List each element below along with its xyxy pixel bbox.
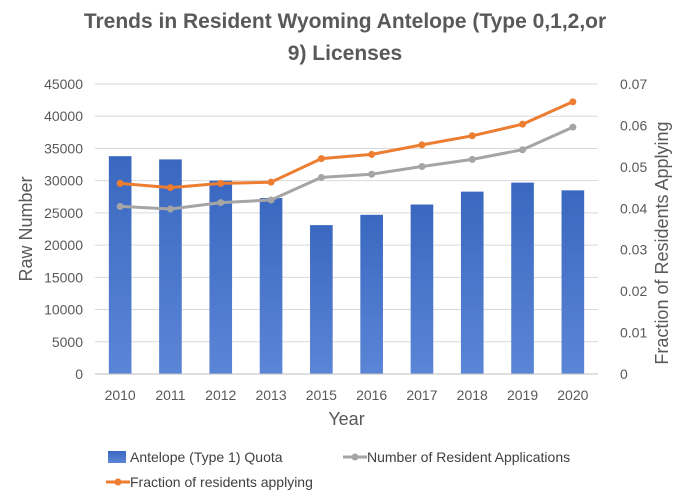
y-tick-label: 35000 [44,140,83,156]
y2-axis-title: Fraction of Residents Applying [652,121,672,364]
bar [259,198,283,374]
applications-line-point [468,155,476,163]
legend-swatch-fraction-marker [114,478,122,486]
y-tick-label: 30000 [44,173,83,189]
y2-tick-label: 0.01 [620,325,647,341]
applications-line-point [217,199,225,207]
applications-line-point [569,123,577,131]
bar [561,190,585,374]
y2-tick-label: 0.06 [620,117,647,133]
bar [108,156,132,374]
y-tick-label: 40000 [44,108,83,124]
fraction-line-point [217,179,225,187]
fraction-line-point [368,150,376,158]
applications-line-point [116,202,124,210]
x-tick-label: 2015 [306,387,337,403]
y-tick-label: 10000 [44,302,83,318]
fraction-line-point [569,98,577,106]
x-tick-label: 2011 [155,387,185,403]
fraction-line-point [116,179,124,187]
fraction-line-point [267,178,275,186]
applications-line-point [418,162,426,170]
x-tick-label: 2019 [507,387,538,403]
applications-line [120,125,574,211]
x-tick-label: 2012 [205,387,236,403]
y-tick-label: 20000 [44,237,83,253]
fraction-line [120,100,574,190]
applications-line-point [519,146,527,154]
bar [460,191,484,374]
y2-tick-label: 0.03 [620,242,647,258]
y2-tick-label: 0.04 [620,200,647,216]
legend-label: Antelope (Type 1) Quota [130,449,283,465]
y2-tick-label: 0.02 [620,283,647,299]
applications-line-point [267,196,275,204]
applications-line-point [166,205,174,213]
y-axis-title: Raw Number [16,176,36,281]
chart-title-line-1: Trends in Resident Wyoming Antelope (Typ… [83,10,607,33]
x-tick-label: 2013 [255,387,286,403]
y-tick-label: 25000 [44,205,83,221]
fraction-line-point [519,120,527,128]
y-tick-label: 15000 [44,269,83,285]
y-tick-label: 45000 [44,76,83,92]
bar [511,182,534,374]
y-tick-label: 0 [75,366,83,382]
bar [410,204,434,374]
bar [310,225,333,374]
fraction-line-point [166,184,174,192]
chart-title: Trends in Resident Wyoming Antelope (Typ… [60,6,630,70]
fraction-line-point [317,155,325,163]
bar [209,180,233,374]
x-tick-label: 2017 [406,387,437,403]
legend-swatch-quota [108,451,126,463]
applications-line-point [368,170,376,178]
y-tick-label: 5000 [52,334,83,350]
legend-label: Fraction of residents applying [130,474,313,490]
x-tick-label: 2018 [457,387,488,403]
legend-label: Number of Resident Applications [367,449,570,465]
y2-tick-label: 0.05 [620,159,647,175]
x-tick-label: 2016 [356,387,387,403]
x-axis-title: Year [328,409,364,429]
y2-tick-label: 0 [620,366,628,382]
applications-line-point [317,173,325,181]
chart-title-line-2: 9) Licenses [287,42,403,65]
bar [360,214,383,374]
x-tick-label: 2020 [557,387,588,403]
legend-swatch-applications-marker [351,453,359,461]
y2-tick-label: 0.07 [620,76,647,92]
bar [159,159,182,374]
fraction-line-point [418,141,426,149]
fraction-line-point [468,132,476,140]
x-tick-label: 2010 [105,387,136,403]
